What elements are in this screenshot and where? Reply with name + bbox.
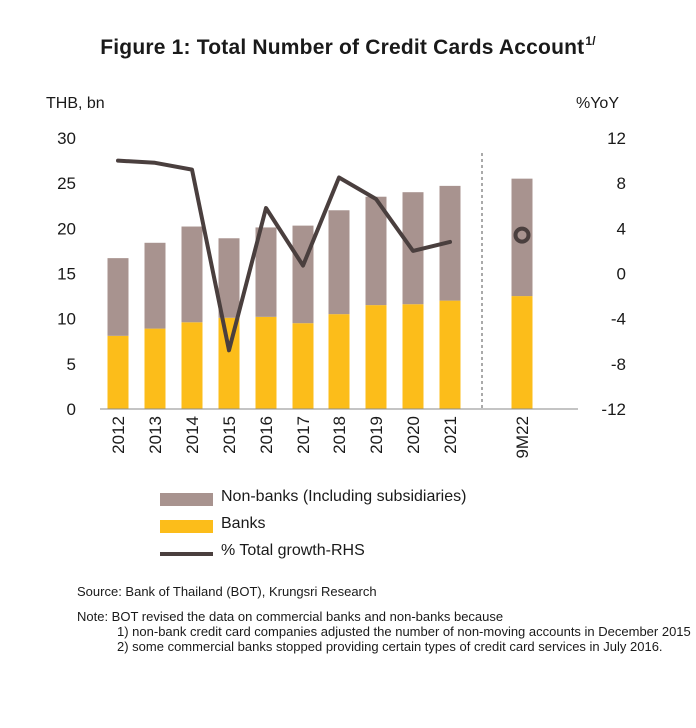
- x-tick-label: 2020: [404, 416, 423, 454]
- growth-line: [116, 158, 452, 353]
- right-tick-label: 4: [617, 219, 626, 238]
- chart-title-text: Figure 1: Total Number of Credit Cards A…: [100, 36, 585, 59]
- legend-swatch-growth: [160, 552, 213, 556]
- x-tick-label: 2018: [330, 416, 349, 454]
- chart-title-superscript: 1/: [585, 34, 596, 48]
- x-tick-label: 2021: [441, 416, 460, 454]
- legend-swatch-banks: [160, 520, 213, 533]
- note-item: 1) non-bank credit card companies adjust…: [117, 624, 691, 639]
- bar-banks: [328, 314, 350, 409]
- bar-nonbanks: [181, 226, 203, 323]
- bar-banks: [292, 323, 314, 409]
- note-intro: Note: BOT revised the data on commercial…: [77, 609, 504, 624]
- bar-banks: [181, 322, 203, 409]
- chart-title: Figure 1: Total Number of Credit Cards A…: [0, 34, 696, 60]
- legend-label-growth: % Total growth-RHS: [221, 542, 365, 559]
- legend-label-nonbanks: Non-banks (Including subsidiaries): [221, 488, 467, 505]
- x-tick-label: 2017: [294, 416, 313, 454]
- right-axis-label: %YoY: [576, 95, 619, 112]
- source-note: Source: Bank of Thailand (BOT), Krungsri…: [77, 584, 377, 599]
- left-tick-label: 30: [57, 129, 76, 148]
- bar-banks: [255, 316, 277, 409]
- right-tick-label: 12: [607, 129, 626, 148]
- x-tick-label: 2015: [220, 416, 239, 454]
- bar-nonbanks: [292, 225, 314, 324]
- chart-plot: 0 5 10 15 20 25 30 -12 -8 -4 0 4 8 12 2012 2013 2014 2015…: [57, 129, 626, 459]
- left-tick-label: 10: [57, 310, 76, 329]
- x-tick-label: 2019: [367, 416, 386, 454]
- note-item: 2) some commercial banks stopped providi…: [117, 639, 663, 654]
- bar-banks: [144, 328, 166, 409]
- x-tick-label: 2013: [146, 416, 165, 454]
- left-tick-label: 25: [57, 174, 76, 193]
- right-tick-label: -12: [601, 400, 626, 419]
- legend-label-banks: Banks: [221, 515, 266, 532]
- bar-nonbanks: [218, 238, 240, 318]
- left-tick-label: 15: [57, 265, 76, 284]
- chart-notes: Source: Bank of Thailand (BOT), Krungsri…: [77, 584, 691, 654]
- growth-point-9m22: [513, 226, 531, 244]
- bar-banks: [402, 304, 424, 409]
- bar-nonbanks: [365, 196, 387, 306]
- bar-nonbanks: [255, 227, 277, 317]
- left-tick-label: 5: [67, 355, 76, 374]
- bar-nonbanks: [144, 242, 166, 329]
- x-tick-label: 2014: [183, 416, 202, 454]
- right-tick-label: -4: [611, 310, 626, 329]
- left-axis-label: THB, bn: [46, 95, 105, 112]
- bar-banks: [107, 335, 129, 409]
- bar-banks: [218, 317, 240, 409]
- bar-nonbanks: [107, 258, 129, 336]
- x-tick-label: 2016: [257, 416, 276, 454]
- x-tick-label: 2012: [109, 416, 128, 454]
- right-tick-label: 0: [617, 265, 626, 284]
- bar-banks: [365, 305, 387, 409]
- left-tick-label: 20: [57, 219, 76, 238]
- bar-nonbanks: [511, 178, 533, 297]
- x-tick-label: 9M22: [513, 416, 532, 459]
- bar-banks: [439, 300, 461, 409]
- legend-swatch-nonbanks: [160, 493, 213, 506]
- right-tick-label: -8: [611, 355, 626, 374]
- bar-nonbanks: [328, 210, 350, 315]
- right-tick-label: 8: [617, 174, 626, 193]
- left-tick-label: 0: [67, 400, 76, 419]
- bar-banks: [511, 296, 533, 409]
